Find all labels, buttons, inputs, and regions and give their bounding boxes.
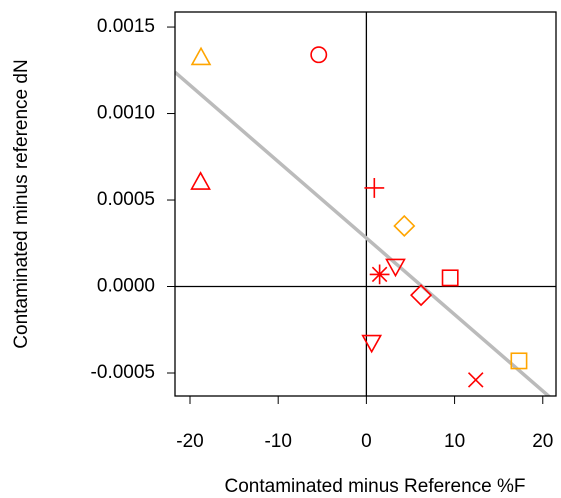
y-axis-label: Contaminated minus reference dN	[11, 59, 32, 348]
point	[510, 352, 528, 370]
x-tick-label: -10	[264, 431, 291, 452]
point	[310, 46, 328, 64]
x-tick-label: -20	[176, 431, 203, 452]
point	[361, 334, 383, 354]
x-axis-label: Contaminated minus Reference %F	[225, 476, 526, 497]
plot-area	[175, 70, 552, 396]
plot-frame	[174, 11, 557, 397]
y-tick-label: -0.0005	[91, 362, 155, 383]
point	[441, 269, 459, 287]
y-tick-label: 0.0005	[97, 189, 155, 210]
y-tick-label: 0.0015	[97, 16, 155, 37]
fit-line	[175, 70, 552, 396]
x-tick-label: 20	[532, 431, 553, 452]
x-tick-label: 0	[361, 431, 372, 452]
point	[467, 372, 484, 388]
x-tick-label: 10	[444, 431, 465, 452]
point	[369, 264, 390, 285]
y-tick-label: 0.0000	[97, 276, 155, 297]
point	[190, 171, 211, 190]
point	[410, 284, 433, 307]
point	[364, 178, 385, 198]
point	[385, 258, 406, 278]
point	[190, 46, 212, 66]
y-tick-label: 0.0010	[97, 103, 155, 124]
point	[393, 214, 416, 237]
